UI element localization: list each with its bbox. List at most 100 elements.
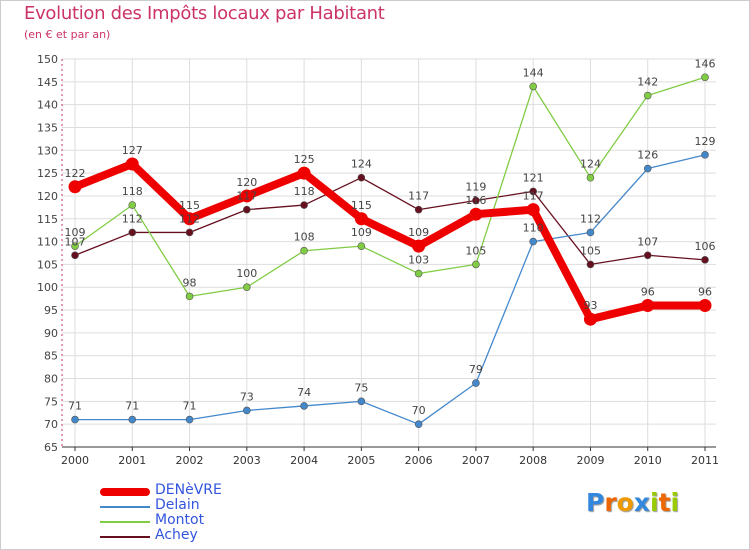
data-label-achey: 107 (637, 235, 658, 248)
data-label-denvre: 127 (122, 144, 143, 157)
plot-area (62, 59, 716, 447)
legend-swatch-denevre (100, 488, 150, 496)
data-point-delain (586, 228, 595, 237)
y-tick-label: 140 (37, 99, 58, 112)
data-label-denvre: 125 (294, 153, 315, 166)
logo-letter: o (616, 488, 634, 517)
legend: DENèVRE Delain Montot Achey (100, 483, 260, 544)
data-label-achey: 112 (179, 212, 200, 225)
data-point-denvre (526, 203, 540, 217)
data-label-montot: 103 (408, 254, 429, 267)
legend-item-montot: Montot (100, 513, 260, 529)
data-point-achey (185, 228, 194, 237)
data-point-denvre (68, 180, 82, 194)
y-tick-label: 130 (37, 144, 58, 157)
x-tick-label: 2004 (290, 454, 318, 467)
series-line-delain (74, 154, 706, 425)
data-point-denvre (183, 212, 197, 226)
y-tick-label: 100 (37, 281, 58, 294)
data-point-achey (586, 260, 595, 269)
y-tick-label: 135 (37, 121, 58, 134)
y-tick-label: 125 (37, 167, 58, 180)
data-point-delain (643, 164, 652, 173)
data-point-achey (71, 251, 79, 260)
data-point-achey (529, 187, 537, 196)
data-point-achey (472, 196, 480, 205)
legend-swatch-montot (100, 521, 150, 523)
y-tick-label: 150 (37, 53, 58, 66)
legend-swatch-achey (100, 536, 150, 538)
x-tick-label: 2003 (233, 454, 261, 467)
data-point-montot (414, 269, 423, 278)
data-label-delain: 74 (297, 386, 311, 399)
y-tick-label: 105 (37, 258, 58, 271)
data-label-montot: 142 (637, 76, 658, 89)
data-point-achey (128, 228, 137, 237)
data-label-denvre: 96 (698, 285, 712, 298)
chart-subtitle: (en € et par an) (24, 28, 111, 41)
x-tick-label: 2011 (691, 454, 719, 467)
data-point-denvre (583, 312, 597, 326)
y-tick-label: 85 (44, 350, 58, 363)
data-point-montot (243, 283, 251, 292)
data-label-montot: 98 (183, 276, 197, 289)
data-label-montot: 109 (65, 226, 86, 239)
data-label-denvre: 96 (641, 285, 655, 298)
data-point-montot (643, 91, 652, 100)
data-point-achey (643, 251, 652, 260)
data-point-montot (128, 201, 137, 209)
data-point-denvre (354, 212, 368, 226)
y-tick-label: 115 (37, 213, 58, 226)
data-label-delain: 112 (580, 212, 601, 225)
data-label-achey: 106 (695, 240, 716, 253)
data-label-achey: 121 (523, 171, 544, 184)
data-point-achey (300, 201, 308, 209)
data-point-denvre (412, 239, 426, 253)
data-label-denvre: 117 (523, 190, 544, 203)
y-tick-label: 145 (37, 76, 58, 89)
y-tick-label: 120 (37, 190, 58, 203)
series-line-montot (74, 76, 706, 298)
data-label-denvre: 115 (179, 199, 200, 212)
data-label-montot: 146 (695, 57, 716, 70)
data-label-denvre: 122 (65, 167, 86, 180)
data-point-delain (71, 415, 79, 424)
x-tick-label: 2001 (118, 454, 146, 467)
data-point-montot (300, 246, 308, 255)
data-label-montot: 108 (294, 231, 315, 244)
y-tick-label: 90 (44, 327, 58, 340)
data-label-delain: 71 (125, 400, 139, 413)
data-label-delain: 73 (240, 390, 254, 403)
data-label-achey: 118 (294, 185, 315, 198)
logo-letter: t (658, 488, 671, 517)
x-tick-label: 2009 (576, 454, 604, 467)
data-label-delain: 110 (523, 222, 544, 235)
data-label-delain: 79 (469, 363, 483, 376)
data-point-delain (701, 151, 709, 159)
legend-item-denevre: DENèVRE (100, 483, 260, 499)
legend-item-delain: Delain (100, 498, 260, 514)
proxiti-logo: Proxiti (586, 488, 679, 517)
data-label-delain: 71 (68, 400, 82, 413)
data-label-denvre: 116 (465, 194, 486, 207)
data-point-denvre (240, 189, 254, 203)
legend-item-achey: Achey (100, 528, 260, 544)
data-point-denvre (641, 298, 655, 312)
y-tick-label: 95 (44, 304, 58, 317)
data-label-delain: 75 (354, 381, 368, 394)
legend-swatch-delain (100, 506, 150, 508)
x-tick-label: 2010 (634, 454, 662, 467)
data-label-achey: 117 (408, 190, 429, 203)
x-tick-label: 2002 (176, 454, 204, 467)
data-label-denvre: 109 (408, 226, 429, 239)
series-line-denvre (71, 159, 709, 324)
data-point-montot (185, 292, 194, 301)
data-label-achey: 117 (236, 190, 257, 203)
data-point-montot (701, 73, 709, 82)
data-point-achey (414, 205, 423, 214)
data-point-delain (243, 406, 251, 415)
data-label-montot: 100 (236, 267, 257, 280)
x-tick-label: 2005 (347, 454, 375, 467)
data-label-montot: 109 (351, 226, 372, 239)
